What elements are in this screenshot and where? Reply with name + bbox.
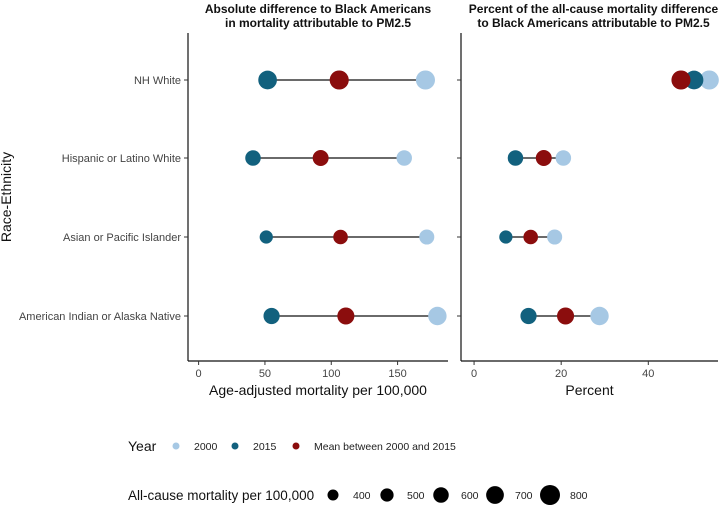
data-point [547,229,563,245]
legend-size-label: 700 [515,490,533,502]
x-axis-title: Age-adjusted mortality per 100,000 [209,382,427,398]
data-point [590,306,609,326]
data-point [555,150,572,166]
legend-size: All-cause mortality per 100,000 400 500 600… [128,485,588,505]
x-axis-title: Percent [565,382,613,398]
panel-absolute: Absolute difference to Black Americansin… [19,2,448,398]
x-tick-label: 100 [322,368,340,380]
legend-year-swatch [292,442,300,450]
legend-year-label: Mean between 2000 and 2015 [314,441,456,453]
legend-size-label: 500 [407,490,425,502]
x-tick-label: 150 [388,368,406,380]
x-tick-label: 0 [471,368,477,380]
legend-size-swatch [486,486,504,504]
data-point [507,150,524,166]
legend-size-label: 400 [353,490,371,502]
legend-size-swatch [540,485,560,505]
data-point [523,229,538,245]
data-point [699,70,719,90]
data-point [428,306,447,326]
data-point [337,307,355,325]
x-tick-label: 50 [259,368,271,380]
legend-year-label: 2015 [253,441,277,453]
data-point [329,70,349,90]
x-tick-label: 40 [642,368,654,380]
data-point [312,150,329,166]
panel-title-line: in mortality attributable to PM2.5 [225,16,411,30]
data-point [520,307,537,325]
legend-year-swatch [231,442,239,450]
x-tick-label: 20 [555,368,567,380]
panel-title-line: Percent of the all-cause mortality diffe… [469,2,719,16]
panel-title-line: Absolute difference to Black Americans [205,2,432,16]
legend-size-swatch [433,487,449,503]
data-point [258,70,277,90]
category-label: American Indian or Alaska Native [19,311,181,323]
data-point [684,70,704,90]
panel-title-line: to Black Americans attributable to PM2.5 [477,16,710,30]
category-label: Asian or Pacific Islander [63,232,181,244]
legend-year-swatch [172,442,180,450]
data-point [419,229,435,245]
legend-year-title: Year [128,438,157,454]
legend-size-label: 800 [570,490,588,502]
data-point [259,230,273,244]
data-point [245,150,261,166]
data-point [263,307,280,325]
y-axis-title: Race-Ethnicity [0,152,14,242]
legend-size-swatch [327,489,339,501]
category-label: Hispanic or Latino White [62,153,181,165]
data-point [415,70,435,90]
category-label: NH White [134,75,181,87]
data-point [396,150,412,166]
legend-year: Year 2000 2015 Mean between 2000 and 2015 [128,438,456,454]
legend-size-title: All-cause mortality per 100,000 [128,488,314,503]
legend-size-swatch [380,488,394,502]
data-point [499,230,513,244]
x-tick-label: 0 [196,368,202,380]
data-point [557,307,575,325]
legend-year-label: 2000 [194,441,218,453]
data-point [671,70,691,90]
data-point [535,150,552,166]
legend-size-label: 600 [461,490,479,502]
data-point [333,229,348,245]
panel-percent: Percent of the all-cause mortality diffe… [457,2,719,398]
